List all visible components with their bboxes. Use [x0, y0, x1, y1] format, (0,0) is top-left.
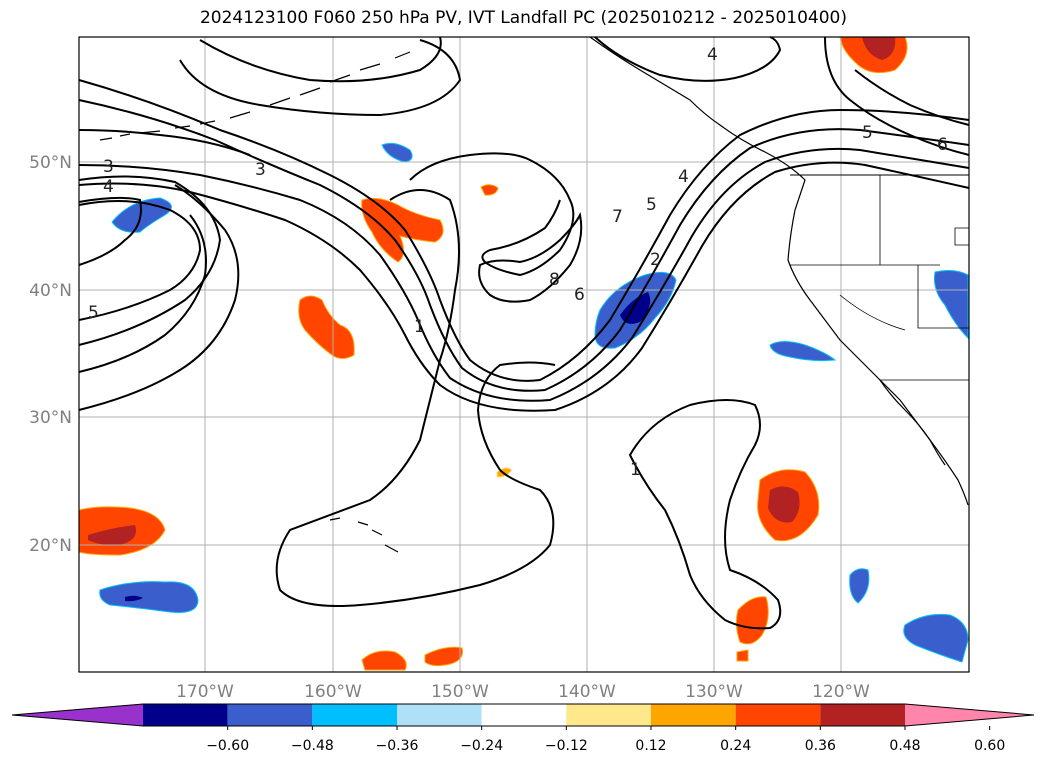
coastlines: [99, 36, 970, 553]
colorbar-tick-label: 0.12: [635, 738, 666, 754]
colorbar-tick-label: 0.24: [720, 738, 751, 754]
colorbar-segment: [481, 704, 567, 726]
pv-contours: [78, 36, 970, 630]
lon-label: 170°W: [176, 682, 234, 702]
colorbar-tick-label: −0.60: [206, 738, 249, 754]
lon-label: 130°W: [685, 682, 743, 702]
colorbar-tick-label: −0.36: [376, 738, 419, 754]
lat-label: 20°N: [29, 536, 72, 556]
lon-label: 120°W: [812, 682, 870, 702]
colorbar-outline: [11, 703, 1035, 727]
colorbar-segment: [397, 704, 482, 726]
longitude-labels: 170°W 160°W 150°W 140°W 130°W 120°W: [176, 682, 870, 702]
lon-label: 160°W: [304, 682, 362, 702]
contour-label: 3: [103, 157, 114, 177]
contour-label: 5: [88, 303, 99, 323]
colorbar-tick-label: 0.36: [805, 738, 836, 754]
contour-labels: 3 4 3 5 1 7 5 4 2 8 6 1 4 5 6: [88, 45, 948, 480]
contour-label: 6: [574, 285, 585, 305]
colorbar: −0.60 −0.48 −0.36 −0.24 −0.12 0.12 0.24 0.36 0.4…: [11, 703, 1035, 754]
lat-label: 50°N: [29, 153, 72, 173]
colorbar-segment: [566, 704, 651, 726]
colorbar-segment: [312, 704, 397, 726]
colorbar-tick-label: 0.60: [974, 738, 1005, 754]
contour-label: 4: [707, 45, 718, 65]
contour-label: 6: [937, 135, 948, 155]
contour-label: 4: [103, 177, 114, 197]
colorbar-tick-label: −0.48: [291, 738, 334, 754]
contour-label: 3: [255, 160, 266, 180]
map-title: 2024123100 F060 250 hPa PV, IVT Landfall…: [199, 8, 847, 28]
colorbar-tick-label: −0.12: [545, 738, 588, 754]
lat-label: 30°N: [29, 408, 72, 428]
gridlines: [79, 37, 969, 672]
contour-label: 4: [678, 167, 689, 187]
colorbar-segment: [143, 704, 228, 726]
colorbar-segment: [651, 704, 736, 726]
lon-label: 150°W: [431, 682, 489, 702]
colorbar-extend-low: [12, 704, 143, 726]
colorbar-segment: [820, 704, 905, 726]
contour-label: 2: [650, 250, 661, 270]
map-frame: [78, 36, 970, 673]
anomaly-fills: [78, 36, 969, 671]
colorbar-tick-label: −0.24: [460, 738, 503, 754]
colorbar-segment: [227, 704, 313, 726]
lat-label: 40°N: [29, 281, 72, 301]
contour-label: 5: [862, 123, 873, 143]
colorbar-tick-label: 0.48: [889, 738, 920, 754]
contour-label: 7: [612, 207, 623, 227]
contour-label: 5: [646, 195, 657, 215]
colorbar-extend-high: [905, 704, 1034, 726]
lon-label: 140°W: [558, 682, 616, 702]
latitude-labels: 50°N 40°N 30°N 20°N: [29, 153, 72, 556]
contour-label: 1: [414, 317, 425, 337]
colorbar-segment: [735, 704, 821, 726]
contour-label: 1: [630, 460, 641, 480]
contour-label: 8: [549, 270, 560, 290]
